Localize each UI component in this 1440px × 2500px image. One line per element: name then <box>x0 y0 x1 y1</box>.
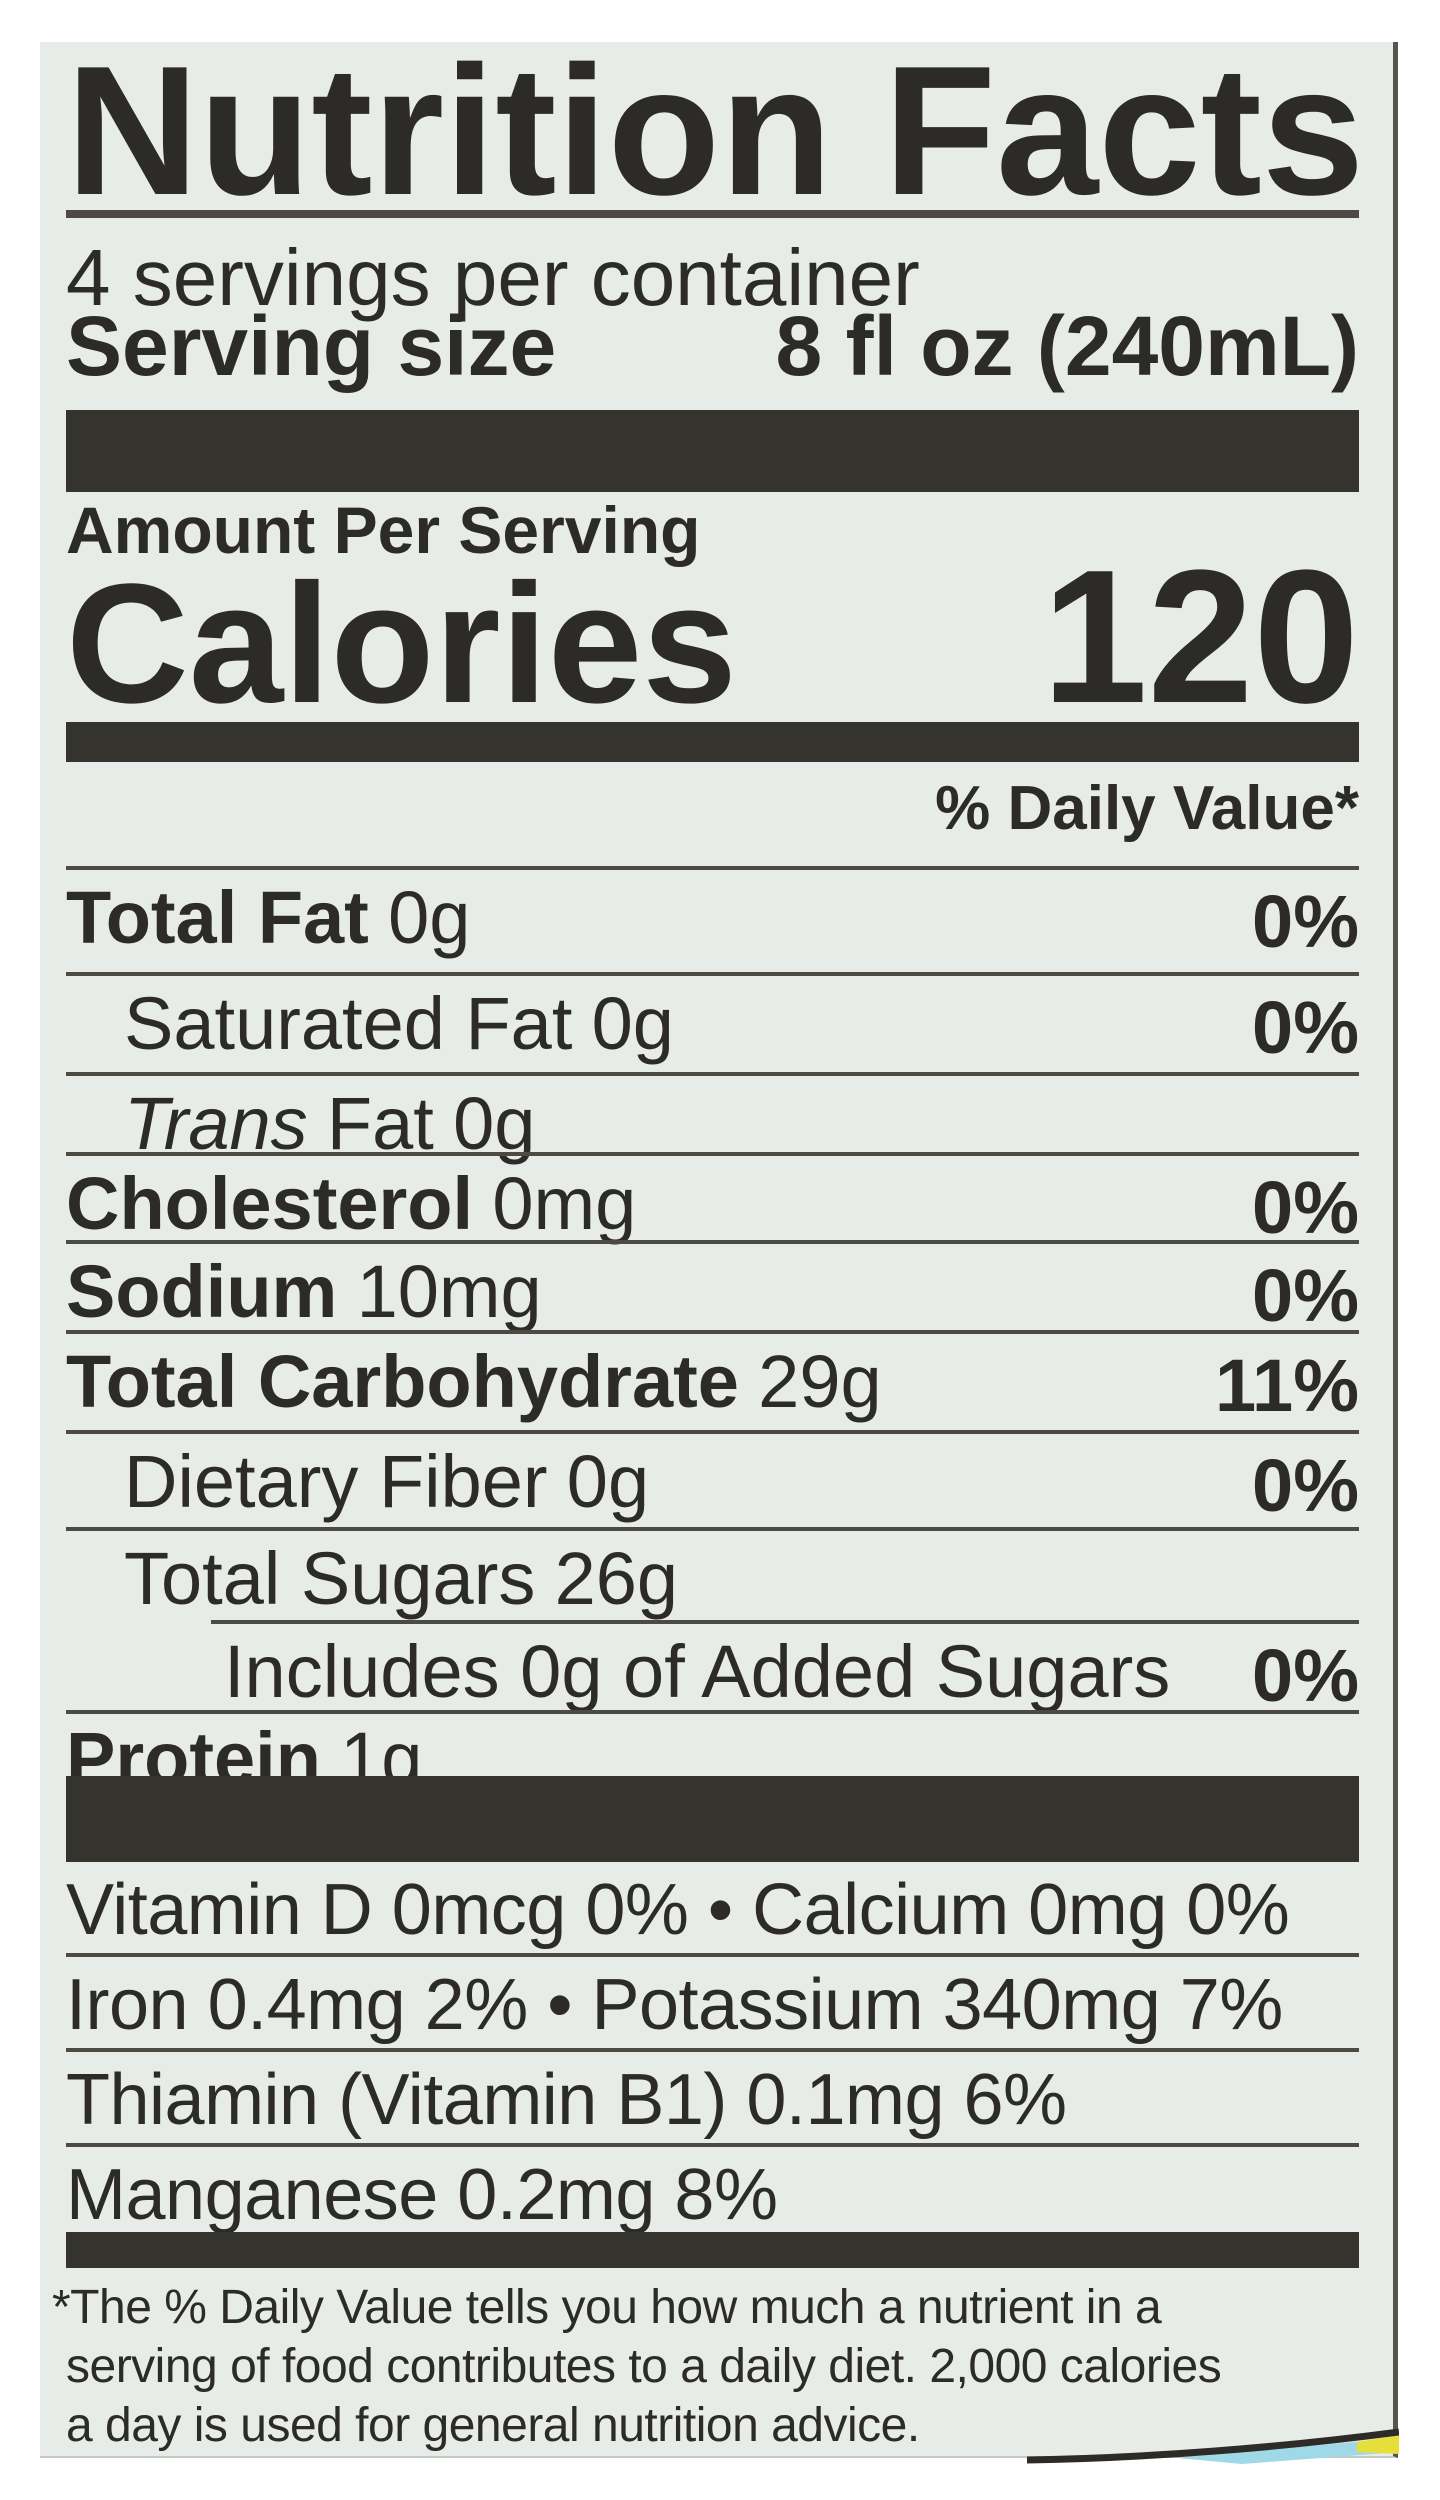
nutrient-row-cholesterol: Cholesterol 0mg 0% <box>66 1152 1359 1245</box>
servings-per-container: 4 servings per container <box>66 233 920 322</box>
nutrient-table: Total Fat 0g 0% Saturated Fat 0g 0% Trans F… <box>66 866 1359 1796</box>
micronutrient-line-iron-potassium: Iron 0.4mg 2% • Potassium 340mg 7% <box>66 1957 1359 2052</box>
nutrient-row-total-fat: Total Fat 0g 0% <box>66 866 1359 972</box>
nutrient-dv: 0% <box>1252 986 1359 1069</box>
amount-per-serving: Amount Per Serving <box>66 493 701 567</box>
nutrient-amount: 0g <box>453 1082 536 1165</box>
serving-size-label: Serving size <box>66 299 557 393</box>
nutrient-name: Dietary Fiber 0g <box>124 1440 650 1523</box>
nutrient-amount: 0g <box>566 1440 650 1523</box>
daily-value-header: % Daily Value* <box>935 774 1359 843</box>
nutrient-row-added-sugars: Includes 0g of Added Sugars 0% <box>211 1620 1359 1717</box>
nutrient-row-trans-fat: Trans Fat 0g <box>66 1072 1359 1161</box>
nutrient-name: Sodium 10mg <box>66 1250 542 1333</box>
nutrient-dv: 0% <box>1252 1634 1359 1717</box>
nutrient-name: Saturated Fat 0g <box>124 982 674 1065</box>
nutrient-dv: 0% <box>1252 1254 1359 1337</box>
medium-separator-bar-footnote <box>66 2232 1359 2268</box>
nutrient-name: Total Carbohydrate 29g <box>66 1340 882 1423</box>
nutrient-amount: 0g <box>591 982 674 1065</box>
nutrient-row-total-sugars: Total Sugars 26g <box>66 1527 1359 1620</box>
serving-size-row: Serving size 8 fl oz (240mL) <box>66 304 1359 388</box>
nutrient-amount: 0mg <box>492 1162 637 1245</box>
nutrient-dv: 0% <box>1252 1166 1359 1249</box>
serving-size-value: 8 fl oz (240mL) <box>775 299 1359 393</box>
package-edge-yellow-wedge <box>1357 2435 1399 2454</box>
nutrient-amount: 10mg <box>356 1250 542 1333</box>
calories-value: 120 <box>1041 531 1359 743</box>
package-edge-cyan-strip <box>1177 2438 1399 2464</box>
nutrient-amount: 26g <box>554 1537 679 1620</box>
nutrient-amount: 0g <box>388 876 471 959</box>
nutrient-name: Trans Fat 0g <box>124 1082 536 1165</box>
package-edge-graphic <box>1027 2428 1399 2464</box>
footnote-line-1: *The % Daily Value tells you how much a … <box>52 2281 1162 2334</box>
nutrient-row-saturated-fat: Saturated Fat 0g 0% <box>66 972 1359 1072</box>
nutrient-name: Total Sugars 26g <box>124 1537 679 1620</box>
nutrient-dv: 0% <box>1252 1444 1359 1527</box>
nutrient-row-dietary-fiber: Dietary Fiber 0g 0% <box>66 1430 1359 1527</box>
nutrient-name: Includes 0g of Added Sugars <box>224 1630 1171 1713</box>
thick-separator-bar-top <box>66 410 1359 492</box>
footnote-line-2: serving of food contributes to a daily d… <box>66 2340 1222 2393</box>
title-rule <box>66 210 1359 218</box>
nutrient-name: Total Fat 0g <box>66 876 471 959</box>
micronutrient-table: Vitamin D 0mcg 0% • Calcium 0mg 0% Iron … <box>66 1862 1359 2232</box>
nutrient-row-total-carbohydrate: Total Carbohydrate 29g 11% <box>66 1330 1359 1430</box>
micronutrient-line-thiamin: Thiamin (Vitamin B1) 0.1mg 6% <box>66 2052 1359 2147</box>
nutrient-amount: 29g <box>758 1340 882 1423</box>
label-title: Nutrition Facts <box>66 27 1365 233</box>
calories-label: Calories <box>66 549 737 739</box>
package-edge-dark-curve <box>1027 2428 1399 2464</box>
nutrient-row-sodium: Sodium 10mg 0% <box>66 1240 1359 1337</box>
nutrient-name: Cholesterol 0mg <box>66 1162 637 1245</box>
nutrient-dv: 0% <box>1252 880 1359 963</box>
thick-separator-bar-protein <box>66 1776 1359 1862</box>
nutrient-row-protein: Protein 1g <box>66 1710 1359 1796</box>
nutrition-facts-label: Nutrition Facts 4 servings per container… <box>40 38 1399 2464</box>
nutrient-dv: 11% <box>1214 1344 1359 1427</box>
footnote: *The % Daily Value tells you how much a … <box>52 2278 1347 2455</box>
micronutrient-line-vitamin-d-calcium: Vitamin D 0mcg 0% • Calcium 0mg 0% <box>66 1862 1359 1957</box>
footnote-line-3: a day is used for general nutrition advi… <box>66 2399 920 2452</box>
micronutrient-line-manganese: Manganese 0.2mg 8% <box>66 2155 778 2235</box>
medium-separator-bar-calories <box>66 722 1359 762</box>
